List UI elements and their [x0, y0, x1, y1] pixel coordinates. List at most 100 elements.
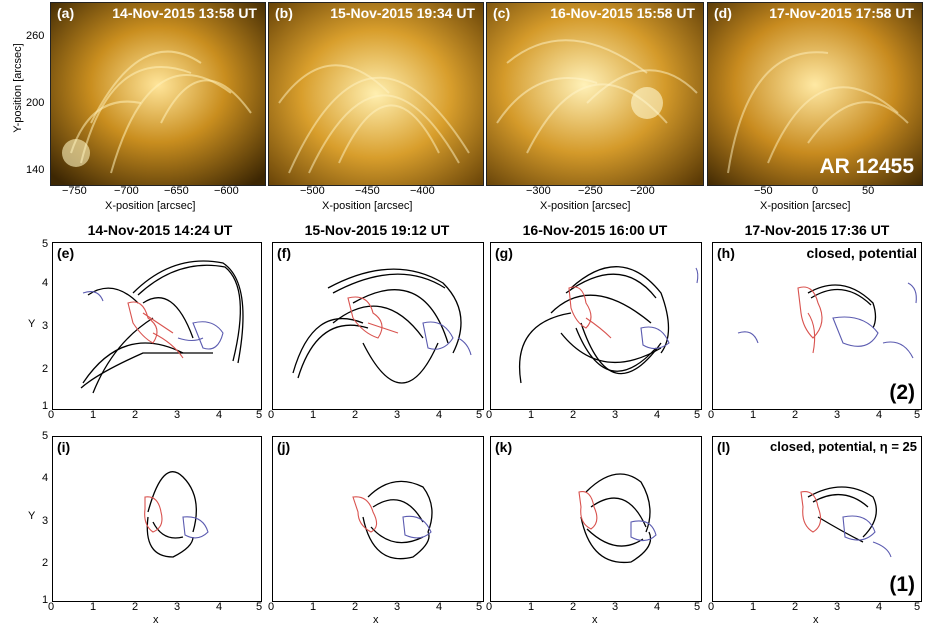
xtick-e: 2 — [132, 409, 139, 421]
xtick-f: 5 — [476, 409, 483, 421]
euv-image-b: (b) 15-Nov-2015 19:34 UT — [268, 2, 484, 186]
xtick-h: 3 — [834, 409, 841, 421]
xtick-i: 5 — [256, 601, 263, 613]
bottom-ytick: 3 — [42, 515, 49, 527]
bottom-ytick: 5 — [42, 430, 49, 442]
xtick-i: 1 — [90, 601, 97, 613]
xtick-l: 3 — [834, 601, 841, 613]
xtick-g: 0 — [486, 409, 493, 421]
panel-label-l: (l) — [717, 439, 731, 455]
euv-image-c: (c) 16-Nov-2015 15:58 UT — [486, 2, 704, 186]
xtick-l: 4 — [876, 601, 883, 613]
panel-label-i: (i) — [57, 439, 71, 455]
middle-ytick: 2 — [42, 363, 49, 375]
panel-label-f: (f) — [277, 245, 291, 261]
fieldline-plot-k: (k) — [490, 436, 702, 602]
middle-ylabel: Y — [28, 318, 36, 330]
panel-label-c: (c) — [493, 5, 511, 21]
xtick-e: 3 — [174, 409, 181, 421]
fieldline-plot-j: (j) — [272, 436, 484, 602]
xtick-c: −250 — [578, 185, 603, 197]
xtick-f: 4 — [436, 409, 443, 421]
xtick-k: 3 — [612, 601, 619, 613]
model-note-l: closed, potential, η = 25 — [769, 439, 917, 454]
top-ytick: 260 — [26, 30, 45, 42]
top-ytick: 140 — [26, 164, 45, 176]
xtick-g: 3 — [612, 409, 619, 421]
middle-title-f: 15-Nov-2015 19:12 UT — [304, 222, 450, 238]
xtick-b: −500 — [300, 185, 325, 197]
middle-ytick: 4 — [42, 277, 49, 289]
euv-texture — [269, 3, 483, 185]
bottom-ylabel: Y — [28, 510, 36, 522]
fieldline-plot-svg — [352, 480, 433, 560]
xtick-f: 3 — [394, 409, 401, 421]
xtick-f: 0 — [268, 409, 275, 421]
xtick-i: 0 — [48, 601, 55, 613]
xtick-h: 4 — [876, 409, 883, 421]
xtick-f: 2 — [352, 409, 359, 421]
fieldline-plot-l: (l) closed, potential, η = 25 (1) — [712, 436, 922, 602]
xtick-h: 2 — [792, 409, 799, 421]
panel-label-d: (d) — [714, 5, 732, 21]
xtick-j: 0 — [268, 601, 275, 613]
middle-title-g: 16-Nov-2015 16:00 UT — [522, 222, 668, 238]
top-ytick: 200 — [26, 97, 45, 109]
fieldline-plot-f: (f) — [272, 242, 484, 410]
xtick-e: 5 — [256, 409, 263, 421]
xtick-j: 1 — [310, 601, 317, 613]
xtick-k: 2 — [570, 601, 577, 613]
bottom-xlabel-i: x — [153, 614, 159, 626]
xtick-i: 2 — [132, 601, 139, 613]
euv-image-a: (a) 14-Nov-2015 13:58 UT — [50, 2, 266, 186]
row-number-1: (1) — [889, 573, 915, 596]
xtick-g: 2 — [570, 409, 577, 421]
xtick-g: 1 — [528, 409, 535, 421]
fieldline-plot-g: (g) — [490, 242, 702, 410]
bottom-xlabel-l: x — [813, 614, 819, 626]
top-ylabel: Y-position [arcsec] — [12, 43, 24, 133]
xtick-h: 0 — [708, 409, 715, 421]
fieldline-plot-svg — [519, 266, 699, 384]
xtick-l: 1 — [750, 601, 757, 613]
panel-label-j: (j) — [277, 439, 291, 455]
xlabel-d: X-position [arcsec] — [760, 200, 851, 212]
xtick-e: 4 — [216, 409, 223, 421]
xtick-d: −50 — [754, 185, 773, 197]
row-number-2: (2) — [889, 381, 915, 404]
xtick-k: 5 — [694, 601, 701, 613]
panel-label-e: (e) — [57, 245, 75, 261]
panel-label-h: (h) — [717, 245, 735, 261]
xlabel-c: X-position [arcsec] — [540, 200, 631, 212]
xtick-i: 3 — [174, 601, 181, 613]
fieldline-plot-svg — [80, 260, 244, 394]
xtick-k: 0 — [486, 601, 493, 613]
xtick-c: −200 — [630, 185, 655, 197]
euv-image-d: (d) 17-Nov-2015 17:58 UT AR 12455 — [707, 2, 923, 186]
fieldline-plot-svg — [292, 268, 472, 384]
fieldline-plot-svg — [737, 282, 917, 359]
panel-label-k: (k) — [495, 439, 513, 455]
xtick-l: 2 — [792, 601, 799, 613]
fieldline-plot-svg — [144, 471, 209, 558]
xtick-a: −600 — [214, 185, 239, 197]
xtick-a: −700 — [114, 185, 139, 197]
panel-timestamp-b: 15-Nov-2015 19:34 UT — [330, 5, 475, 21]
xtick-b: −400 — [410, 185, 435, 197]
euv-texture — [51, 3, 265, 185]
xtick-e: 1 — [90, 409, 97, 421]
xtick-j: 3 — [394, 601, 401, 613]
xtick-g: 5 — [694, 409, 701, 421]
panel-label-a: (a) — [57, 5, 75, 21]
xtick-f: 1 — [310, 409, 317, 421]
xtick-j: 2 — [352, 601, 359, 613]
panel-label-g: (g) — [495, 245, 513, 261]
xlabel-a: X-position [arcsec] — [105, 200, 196, 212]
xtick-b: −450 — [355, 185, 380, 197]
xtick-i: 4 — [216, 601, 223, 613]
bottom-ytick: 1 — [42, 594, 49, 606]
middle-ytick: 5 — [42, 238, 49, 250]
fieldline-plot-h: (h) closed, potential (2) — [712, 242, 922, 410]
xtick-l: 5 — [914, 601, 921, 613]
xtick-c: −300 — [526, 185, 551, 197]
